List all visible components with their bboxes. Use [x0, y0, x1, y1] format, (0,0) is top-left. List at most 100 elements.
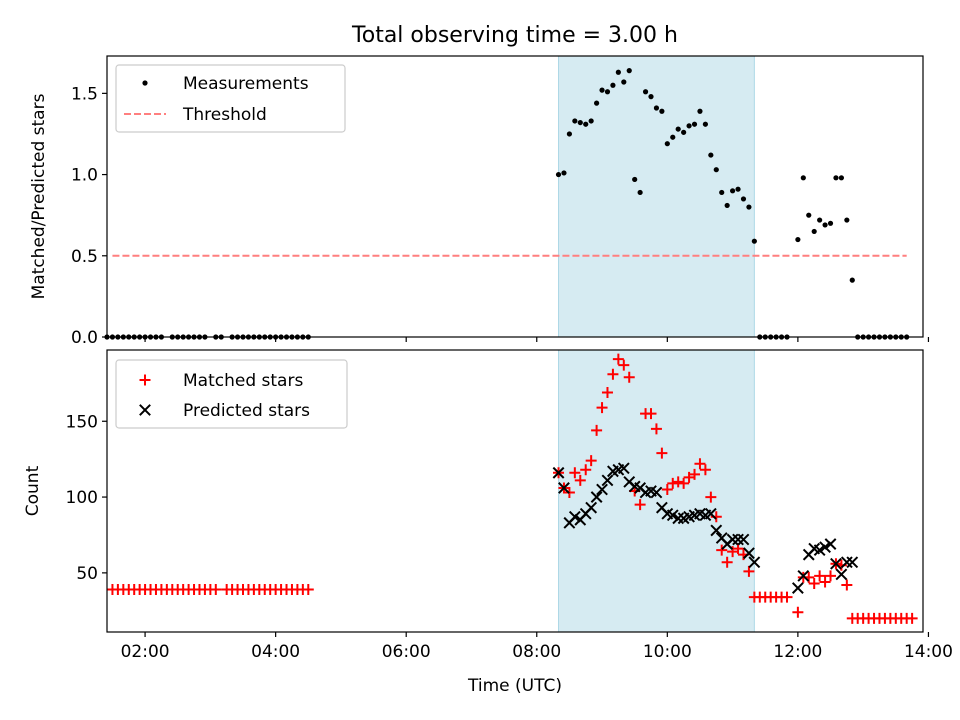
legend-measurements-marker: [142, 80, 148, 86]
x-tick-label: 08:00: [512, 642, 561, 662]
matched-star-point: [841, 579, 853, 591]
measurement-point: [795, 236, 801, 243]
predicted-star-point: [797, 569, 810, 582]
measurement-point: [670, 134, 676, 140]
predicted-star-point: [819, 541, 831, 554]
measurement-point: [626, 68, 632, 74]
legend-threshold-label: Threshold: [182, 105, 267, 125]
y-tick-label: 1.0: [71, 166, 98, 186]
predicted-star-point: [552, 466, 565, 479]
matched-star-point: [689, 468, 701, 480]
measurement-point: [561, 170, 567, 176]
matched-star-point: [302, 584, 314, 596]
measurement-point: [817, 217, 823, 223]
measurement-point: [708, 152, 714, 158]
measurement-point: [740, 196, 747, 202]
measurement-point: [719, 189, 725, 196]
matched-star-point: [678, 477, 690, 489]
legend-measurements-label: Measurements: [183, 74, 309, 94]
predicted-star-point: [558, 482, 570, 494]
measurement-point: [735, 186, 741, 192]
matched-star-point: [612, 353, 624, 365]
matched-star-point: [814, 570, 826, 582]
measurement-point: [822, 222, 828, 228]
matched-star-point: [699, 464, 711, 476]
top-axes-frame: [106, 55, 924, 338]
predicted-star-point: [835, 568, 848, 581]
measurement-point: [697, 108, 703, 114]
predicted-star-point: [830, 557, 842, 570]
predicted-star-point: [585, 501, 598, 514]
matched-star-point: [656, 447, 668, 459]
measurement-point: [664, 141, 670, 147]
top-legend: Measurements Threshold: [115, 64, 346, 133]
matched-star-point: [705, 491, 717, 503]
measurement-point: [691, 121, 698, 127]
measurement-point: [675, 126, 681, 132]
measurement-point: [686, 123, 692, 129]
predicted-star-point: [617, 462, 630, 475]
x-tick-label: 02:00: [121, 642, 170, 662]
measurement-point: [653, 105, 660, 111]
matched-star-point: [569, 467, 581, 479]
predicted-star-point: [650, 486, 663, 499]
measurement-point: [838, 175, 845, 181]
matched-star-point: [808, 577, 820, 589]
matched-star-point: [601, 386, 613, 398]
measurement-point: [806, 212, 812, 218]
measurement-point: [577, 119, 583, 126]
top-legend-box: [115, 64, 346, 133]
bottom-legend-box: [115, 359, 348, 429]
matched-star-point: [672, 476, 684, 488]
matched-star-point: [591, 424, 603, 436]
matched-star-point: [906, 612, 918, 624]
measurement-point: [681, 129, 687, 135]
measurement-point: [811, 228, 817, 235]
matched-star-point: [661, 483, 673, 495]
measurement-point: [844, 217, 850, 223]
x-axis-label: Time (UTC): [467, 676, 562, 696]
matched-star-point: [596, 402, 608, 414]
observing-window-span: [558, 55, 755, 338]
measurement-point: [659, 108, 665, 114]
measurement-point: [632, 176, 638, 183]
measurement-point: [621, 79, 627, 85]
measurement-point: [648, 94, 654, 100]
measurement-point: [642, 89, 649, 95]
measurement-point: [610, 82, 616, 88]
measurement-point: [800, 175, 806, 181]
y-tick-label: 150: [66, 412, 98, 432]
measurement-point: [566, 131, 573, 137]
predicted-star-point: [748, 556, 761, 569]
bottom-axis-ticks: 50 100 150 02:00 04:00 06:00 08:00 10:00 12:00 14…: [66, 412, 953, 662]
measurement-point: [746, 204, 752, 210]
matched-star-point: [574, 474, 586, 486]
y-tick-label: 50: [76, 564, 98, 584]
predicted-star-point: [824, 538, 837, 550]
bottom-legend: Matched stars Predicted stars: [115, 359, 348, 429]
measurement-point: [604, 89, 611, 95]
chart-title: Total observing time = 3.00 h: [351, 23, 678, 48]
top-y-axis-label: Matched/Predicted stars: [29, 93, 49, 299]
top-plot-marks: [104, 55, 910, 340]
measurement-point: [827, 220, 834, 226]
matched-star-point: [721, 556, 733, 568]
predicted-star-point: [601, 474, 614, 487]
measurement-point: [588, 118, 594, 124]
measurement-point: [833, 175, 839, 181]
y-tick-label: 1.5: [71, 84, 98, 104]
measurement-point: [583, 121, 589, 127]
legend-matched-marker: [139, 374, 151, 386]
predicted-star-point: [704, 507, 717, 520]
top-panel: 0.0 0.5 1.0 1.5 Matched/Predicted stars Mea…: [29, 55, 930, 348]
measurement-point: [594, 100, 600, 106]
predicted-star-point: [568, 510, 581, 523]
predicted-star-point: [710, 524, 723, 537]
legend-predicted-label: Predicted stars: [183, 401, 310, 421]
bottom-panel: 50 100 150 02:00 04:00 06:00 08:00 10:00 12:00 14…: [23, 349, 953, 696]
matched-star-point: [607, 368, 619, 380]
measurement-point: [751, 238, 757, 244]
predicted-star-point: [840, 556, 853, 569]
predicted-star-point: [590, 491, 603, 503]
